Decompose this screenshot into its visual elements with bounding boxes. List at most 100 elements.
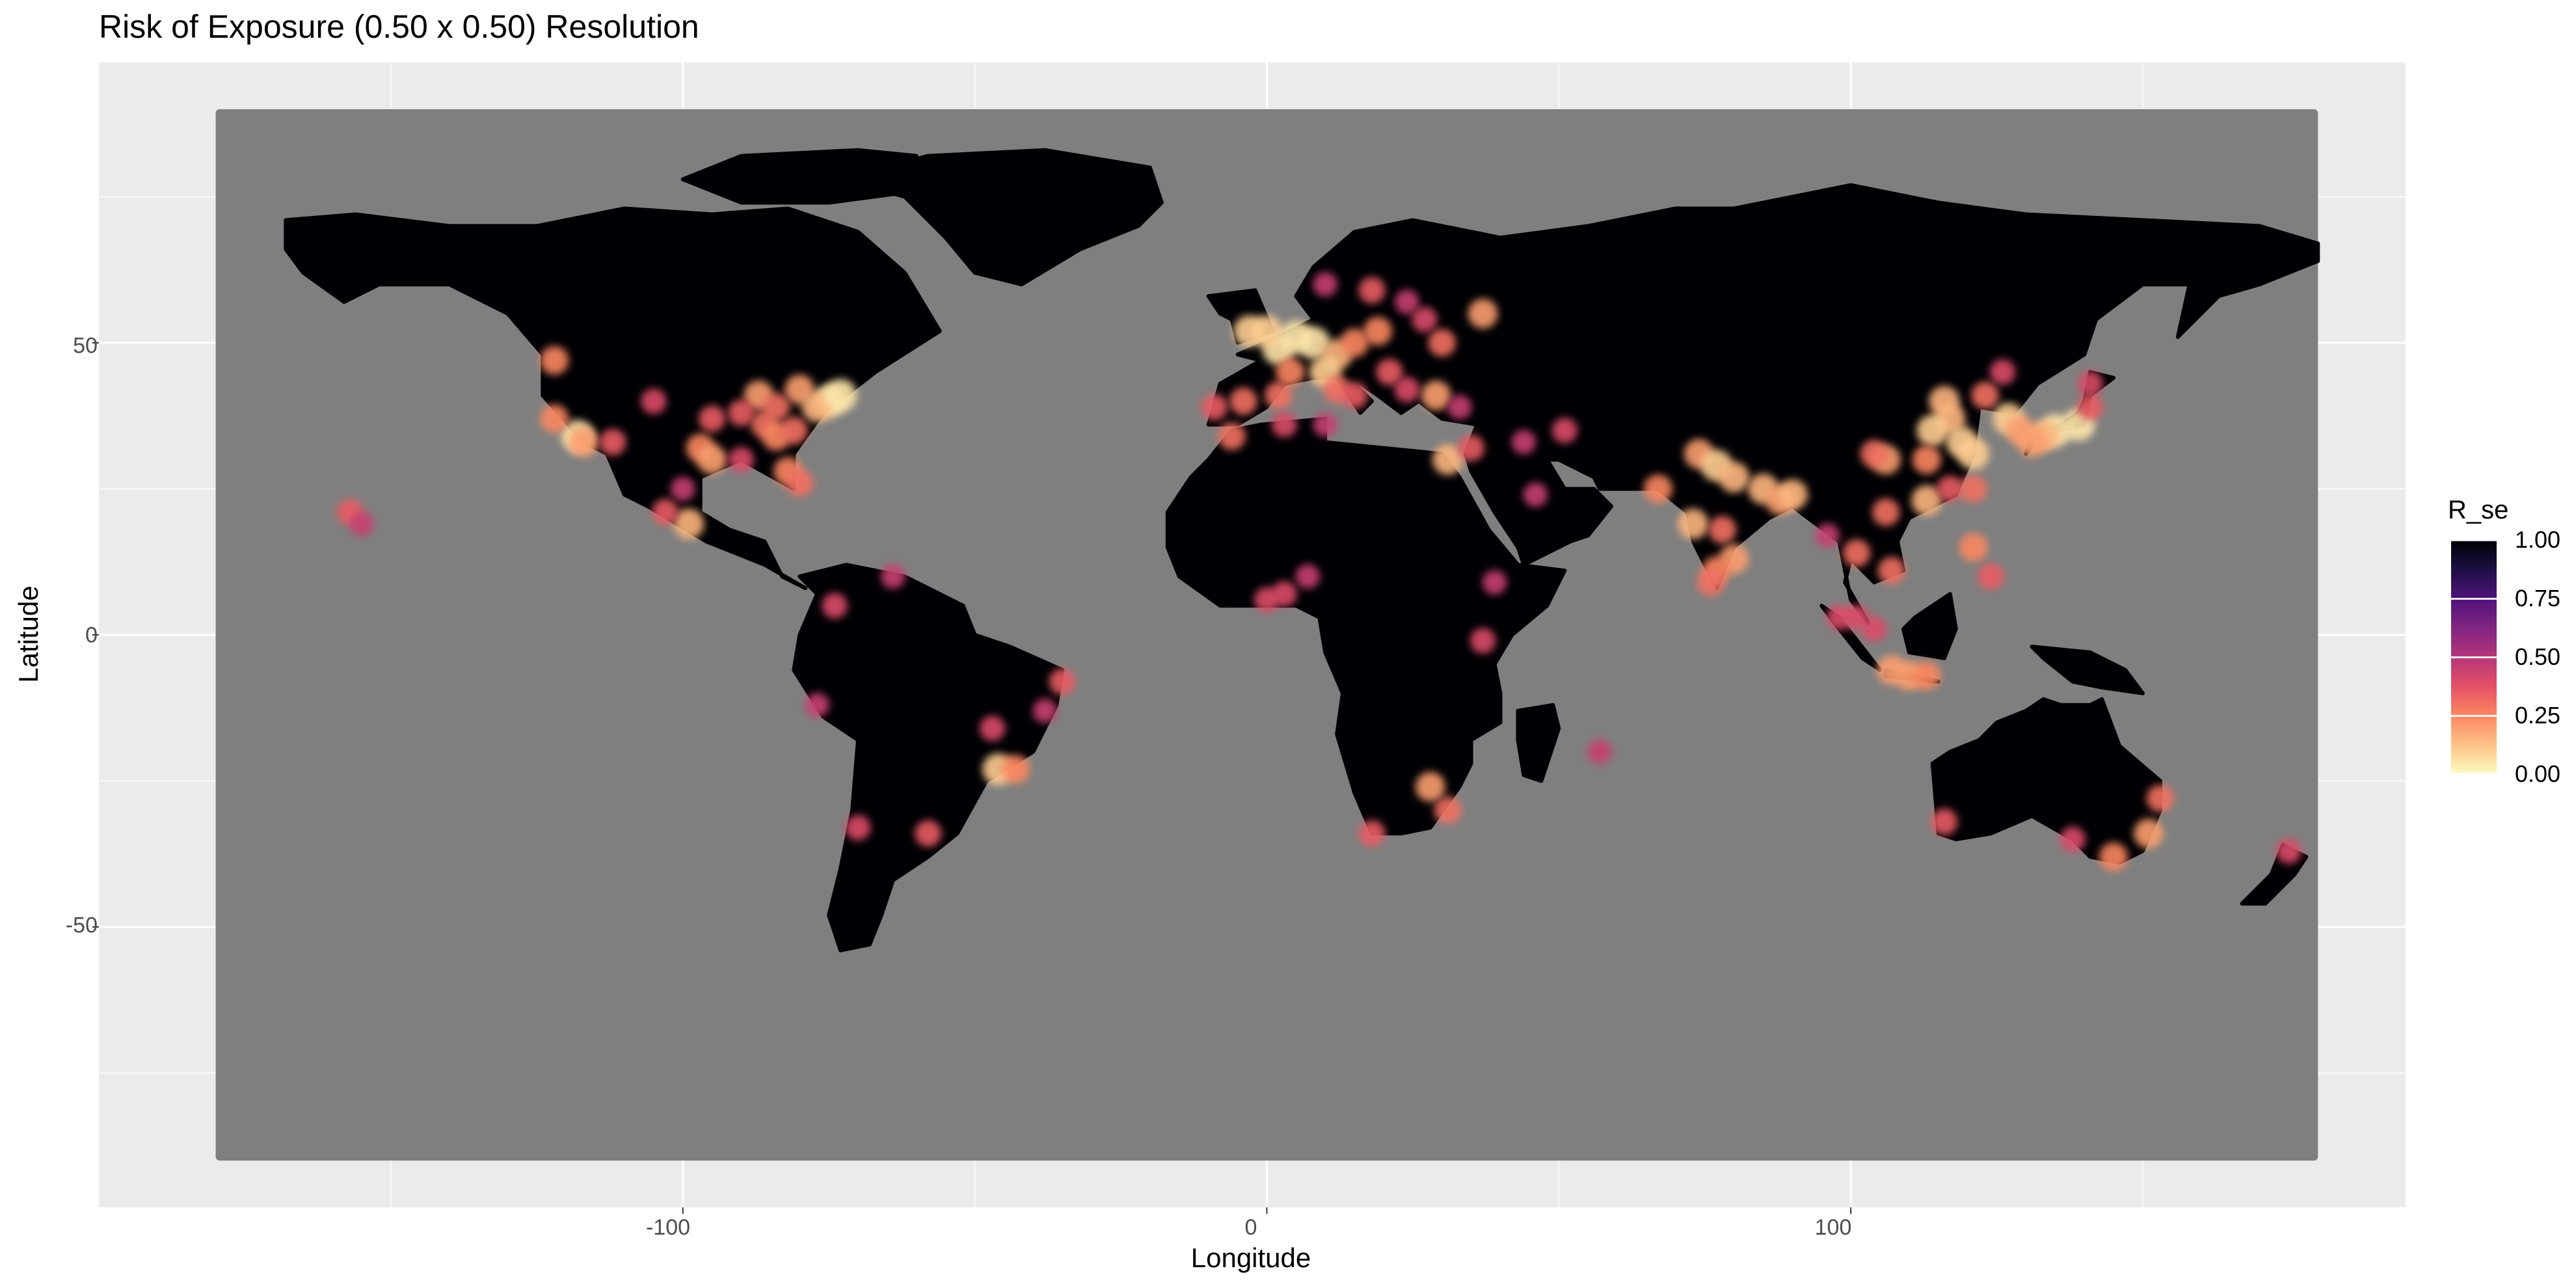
risk-hotspot [1358, 820, 1386, 847]
risk-hotspot [728, 399, 755, 427]
risk-hotspot [979, 716, 1006, 742]
risk-hotspot [786, 469, 814, 497]
risk-hotspot [822, 593, 848, 619]
legend-label: 0.75 [2515, 585, 2561, 611]
legend-label: 0.00 [2515, 760, 2561, 787]
risk-hotspot [1395, 289, 1419, 314]
risk-hotspot [1447, 394, 1472, 420]
risk-hotspot [1678, 508, 1709, 539]
legend-label: 1.00 [2515, 526, 2561, 553]
risk-hotspot [1468, 299, 1498, 329]
risk-hotspot [824, 379, 857, 412]
risk-hotspot [1872, 498, 1900, 526]
risk-hotspot [1340, 329, 1369, 358]
risk-hotspot [641, 388, 667, 414]
risk-hotspot [1458, 435, 1485, 462]
risk-hotspot [1551, 418, 1577, 444]
x-tick-label: 100 [1814, 1215, 1852, 1240]
y-tick-label: -50 [65, 913, 98, 938]
risk-hotspot [2017, 427, 2047, 457]
risk-hotspot [1937, 476, 1964, 502]
land-mass [2030, 645, 2145, 695]
risk-hotspot [1432, 444, 1464, 476]
risk-hotspot [1978, 563, 2005, 590]
legend-tick [2451, 598, 2497, 600]
risk-hotspot [1295, 564, 1321, 589]
risk-hotspot [1218, 422, 1246, 450]
risk-hotspot [1777, 479, 1808, 511]
risk-hotspot [540, 404, 569, 433]
risk-hotspot [1931, 808, 1958, 835]
risk-hotspot [1229, 387, 1257, 416]
risk-hotspot [670, 476, 695, 502]
y-tick-label: 0 [85, 623, 98, 648]
land-mass [1516, 703, 1561, 783]
risk-hotspot [699, 405, 726, 433]
risk-hotspot [728, 447, 755, 473]
risk-hotspot [349, 511, 374, 537]
x-axis-title: Longitude [1190, 1242, 1311, 1273]
risk-hotspot [1911, 485, 1942, 517]
risk-hotspot [1523, 482, 1548, 507]
risk-hotspot [1861, 616, 1887, 642]
risk-hotspot [1470, 628, 1496, 654]
risk-hotspot [652, 499, 679, 526]
risk-hotspot [1971, 381, 1999, 410]
risk-hotspot [540, 345, 569, 375]
risk-hotspot [1708, 516, 1736, 544]
risk-hotspot [1434, 796, 1462, 824]
risk-hotspot [1297, 326, 1330, 360]
legend-tick [2451, 715, 2497, 717]
legend-tick [2451, 656, 2497, 658]
risk-hotspot [1916, 414, 1949, 447]
risk-hotspot [1482, 570, 1507, 595]
land-mass [1930, 697, 2162, 865]
risk-hotspot [2134, 818, 2164, 849]
risk-hotspot [1341, 382, 1368, 409]
x-tick-label: 0 [1244, 1215, 1257, 1240]
risk-hotspot [1912, 445, 1941, 474]
risk-hotspot [1276, 357, 1305, 386]
risk-hotspot [1415, 771, 1445, 802]
risk-hotspot [780, 416, 808, 444]
y-tick-label: 50 [73, 333, 98, 358]
legend-label: 0.25 [2515, 702, 2561, 729]
legend-tick [2451, 539, 2497, 541]
risk-hotspot [915, 820, 942, 847]
legend-tick [2451, 773, 2497, 775]
risk-hotspot [2077, 371, 2103, 397]
risk-hotspot [599, 429, 626, 456]
risk-hotspot [1265, 381, 1293, 410]
risk-hotspot [1860, 440, 1888, 468]
land-mass [680, 148, 919, 205]
risk-hotspot [1313, 412, 1338, 437]
risk-hotspot [1643, 474, 1672, 503]
legend-label: 0.50 [2515, 643, 2561, 670]
risk-hotspot [673, 508, 704, 539]
risk-hotspot [697, 444, 727, 475]
risk-hotspot [1251, 315, 1283, 347]
risk-hotspot [1254, 587, 1280, 613]
risk-hotspot [569, 427, 598, 457]
risk-hotspot [2099, 842, 2128, 872]
risk-hotspot [1587, 739, 1612, 764]
risk-hotspot [1001, 755, 1030, 784]
risk-hotspot [1032, 698, 1058, 723]
risk-hotspot [1313, 272, 1338, 297]
risk-hotspot [1049, 668, 1076, 695]
risk-hotspot [1959, 533, 1988, 562]
risk-hotspot [1719, 461, 1750, 493]
land-mass [839, 148, 1164, 287]
x-tick-label: -100 [645, 1215, 691, 1240]
risk-hotspot [1959, 475, 1987, 503]
risk-hotspot [845, 814, 871, 840]
risk-hotspot [1376, 358, 1403, 386]
risk-hotspot [1271, 412, 1297, 438]
land-mass [792, 563, 1065, 952]
risk-hotspot [1363, 317, 1393, 346]
risk-hotspot [2076, 394, 2104, 421]
risk-hotspot [1697, 568, 1724, 597]
land-mass [284, 206, 942, 591]
risk-hotspot [2146, 785, 2175, 812]
